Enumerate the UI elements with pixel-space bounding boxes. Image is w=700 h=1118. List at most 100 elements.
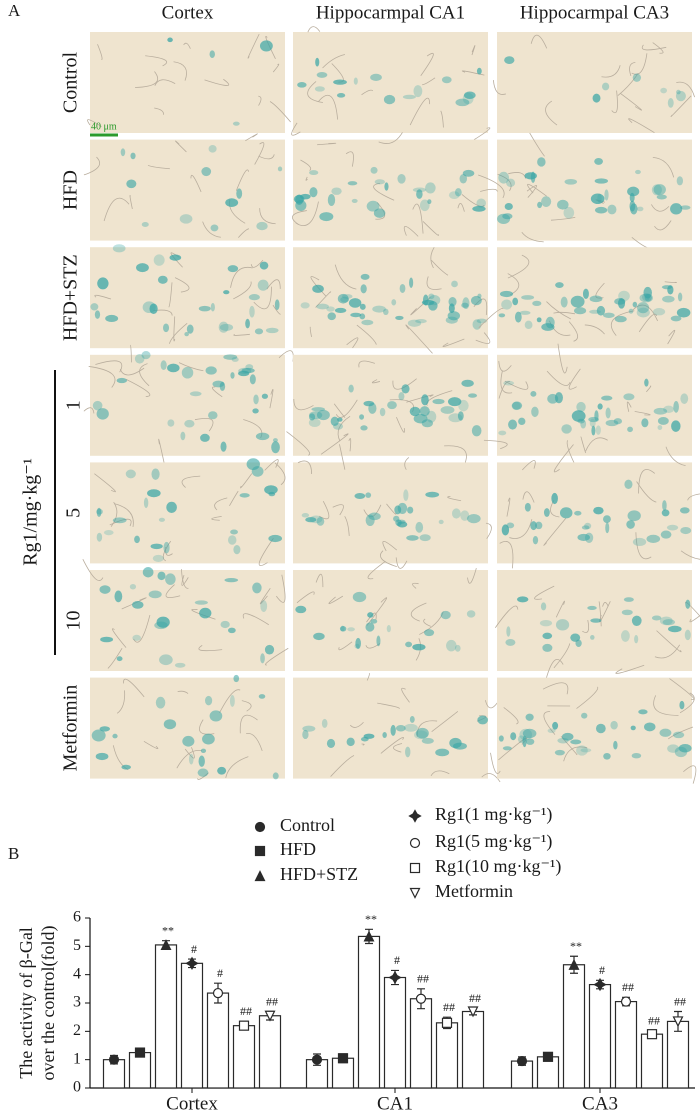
stain [253,394,259,405]
stain [581,712,588,719]
tissue-fiber [87,119,102,127]
bar [357,935,381,1089]
tissue-fiber [444,445,467,463]
tissue-fiber [246,732,263,751]
stain [223,290,230,295]
micrograph [293,561,488,671]
micrograph-bg [90,677,285,779]
stain [605,407,611,419]
stain [657,425,663,430]
stain [245,364,254,370]
stain [646,534,661,543]
column-header: Hippocarmpal CA1 [316,2,465,23]
stain [143,497,149,509]
stain [413,85,423,98]
significance: ** [162,923,174,937]
tissue-fiber [582,619,590,633]
stain [575,639,582,648]
stain [540,602,547,611]
marker [441,1017,453,1028]
tissue-fiber [235,169,250,191]
stain [590,618,602,623]
stain [217,766,227,775]
stain [659,616,673,626]
stain [462,297,470,310]
stain [360,284,367,294]
tissue-fiber [431,711,458,733]
stain [457,411,464,421]
stain [419,406,430,417]
stain [644,722,656,732]
stain [272,772,279,780]
tissue-fiber [300,159,312,171]
stain [321,718,328,728]
stain [100,636,114,643]
tissue-fiber [196,772,209,780]
y-tick-label: 5 [73,937,81,954]
tissue-fiber [154,79,176,86]
stain [327,193,336,206]
stain [541,323,555,331]
tissue-fiber [296,591,315,604]
tissue-fiber [620,93,643,111]
stain [571,410,586,422]
y-tick-label: 1 [73,1050,81,1067]
stain [277,166,283,172]
tissue-fiber [636,481,657,503]
stain [319,212,334,222]
marker [363,930,375,942]
stain [359,414,365,420]
stain [151,468,160,480]
stain [220,441,227,452]
stain [499,290,514,298]
tissue-fiber [240,473,253,489]
stain [414,730,428,740]
stain [635,169,641,175]
tissue-fiber [440,110,444,128]
stain [395,315,404,320]
stain [537,157,546,167]
stain [316,409,330,421]
stain [476,67,482,75]
x-tick-label: CA1 [377,1093,413,1114]
stain [638,709,648,715]
stain [632,301,638,308]
tissue-fiber [553,444,574,473]
stain [112,517,127,524]
marker [108,1054,120,1065]
tissue-fiber [617,72,639,96]
tissue-fiber [504,380,529,390]
stain [198,755,205,767]
stain [666,524,679,531]
stain [314,86,325,92]
legend-label: Control [280,815,335,835]
tissue-fiber [410,602,427,622]
tissue-fiber [88,366,116,388]
stain [337,417,343,422]
stain [415,319,427,324]
stain [498,313,506,318]
stain [670,315,682,322]
stain [167,419,175,427]
stain [367,612,374,618]
micrograph [293,444,492,569]
stain [337,293,349,304]
stain [158,517,165,522]
stain [636,307,650,318]
stain [153,254,165,266]
stain [590,635,595,640]
y-axis-label: over the control(fold) [38,926,59,1081]
stain [421,394,429,406]
stain [555,619,570,631]
stain [359,303,366,310]
stain [554,749,565,756]
stain [201,167,212,177]
stain [260,653,265,664]
stain [476,198,486,208]
stain [503,380,515,386]
bar [614,1000,638,1089]
stain [468,393,478,398]
stain [462,169,475,177]
stain [130,152,136,160]
significance: # [394,953,400,967]
